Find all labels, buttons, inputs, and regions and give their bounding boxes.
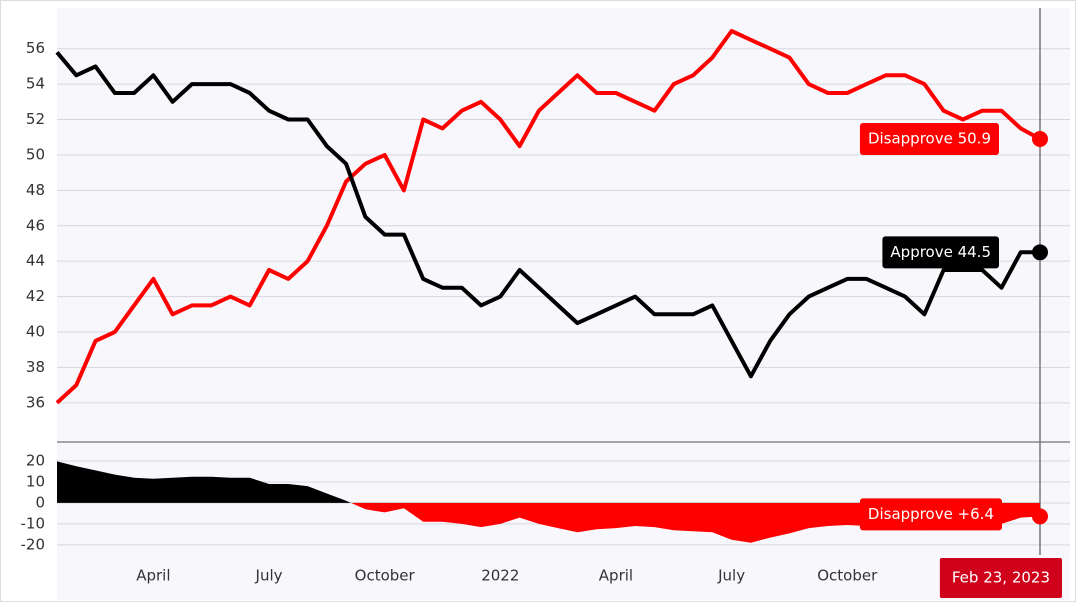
x-tick-label: July [255, 567, 283, 585]
end-point [1032, 508, 1048, 525]
y-tick-label: -10 [21, 514, 46, 532]
y-tick-label: 50 [26, 145, 45, 163]
spread-area [57, 461, 1040, 543]
cursor-date-box [939, 558, 1062, 598]
callout-label: Disapprove +6.4 [868, 505, 994, 523]
callout-box [859, 498, 1002, 531]
series-line [55, 29, 1041, 405]
y-tick-label: 0 [35, 493, 45, 511]
y-tick-label: 52 [26, 110, 45, 128]
y-tick-label: 38 [26, 358, 45, 376]
callout-box [859, 123, 999, 156]
end-point [1032, 244, 1048, 261]
x-tick-label: 2022 [481, 567, 519, 585]
series-line [55, 51, 1040, 379]
callout-box [882, 236, 999, 269]
y-tick-label: 44 [26, 252, 45, 270]
y-tick-label: 20 [26, 451, 45, 469]
callout: Disapprove +6.4 [859, 498, 1002, 531]
y-tick-label: -20 [21, 535, 46, 553]
y-tick-label: 42 [26, 287, 45, 305]
end-point [1032, 131, 1048, 148]
y-tick-label: 56 [26, 39, 45, 57]
y-tick-label: 48 [26, 181, 45, 199]
x-tick-label: October [355, 567, 416, 585]
callout-label: Approve 44.5 [890, 243, 991, 261]
y-tick-label: 40 [26, 323, 45, 341]
callout-label: Disapprove 50.9 [868, 130, 991, 148]
y-tick-label: 36 [26, 393, 45, 411]
y-tick-label: 46 [26, 216, 45, 234]
y-tick-label: 54 [26, 75, 45, 93]
callout: Approve 44.5 [882, 236, 999, 269]
x-tick-label: Feb 23, 2023 [952, 569, 1050, 587]
callout: Disapprove 50.9 [859, 123, 999, 156]
cursor-date: Feb 23, 2023 [939, 558, 1062, 598]
y-tick-label: 10 [26, 472, 45, 490]
x-tick-label: April [136, 567, 170, 585]
x-tick-label: October [817, 567, 878, 585]
x-tick-label: July [717, 567, 745, 585]
x-tick-label: April [599, 567, 633, 585]
